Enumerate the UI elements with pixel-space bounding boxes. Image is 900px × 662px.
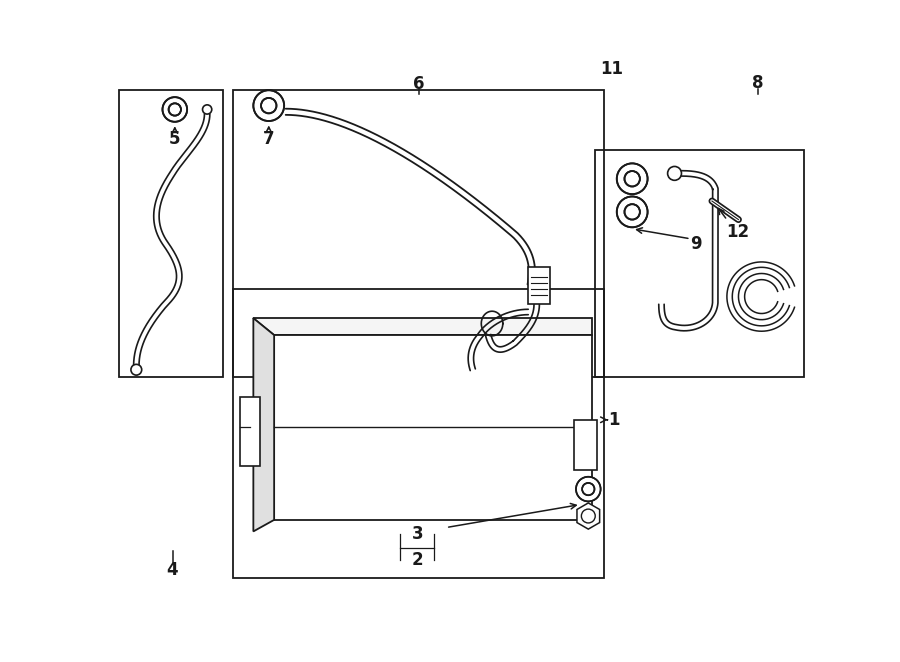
Circle shape [581,509,595,523]
Polygon shape [254,318,274,532]
Polygon shape [274,335,592,520]
Polygon shape [254,318,592,335]
Text: 3: 3 [411,525,423,543]
Text: 7: 7 [263,130,274,148]
Text: 2: 2 [411,551,423,569]
Circle shape [616,197,648,227]
Bar [232,289,604,578]
Polygon shape [600,26,623,52]
Text: 8: 8 [752,74,763,92]
Circle shape [254,90,284,121]
Circle shape [582,483,595,495]
Bar [119,90,223,377]
Circle shape [625,204,640,220]
Circle shape [163,97,187,122]
Circle shape [130,364,141,375]
Text: 5: 5 [169,130,181,148]
Bar [528,267,550,305]
Text: 4: 4 [166,561,178,579]
Circle shape [605,32,618,46]
Circle shape [616,164,648,194]
Text: 9: 9 [690,235,702,254]
Polygon shape [577,503,599,529]
Text: 12: 12 [725,223,749,241]
Text: 11: 11 [600,60,623,77]
Bar [595,150,804,377]
Bar [240,397,259,466]
Circle shape [261,98,276,113]
Bar [232,90,604,377]
Circle shape [625,171,640,187]
Text: 6: 6 [413,75,425,93]
Circle shape [168,103,181,116]
Circle shape [668,166,681,180]
Bar [573,420,597,470]
Text: 1: 1 [608,411,619,429]
Circle shape [202,105,211,114]
Circle shape [576,477,600,501]
